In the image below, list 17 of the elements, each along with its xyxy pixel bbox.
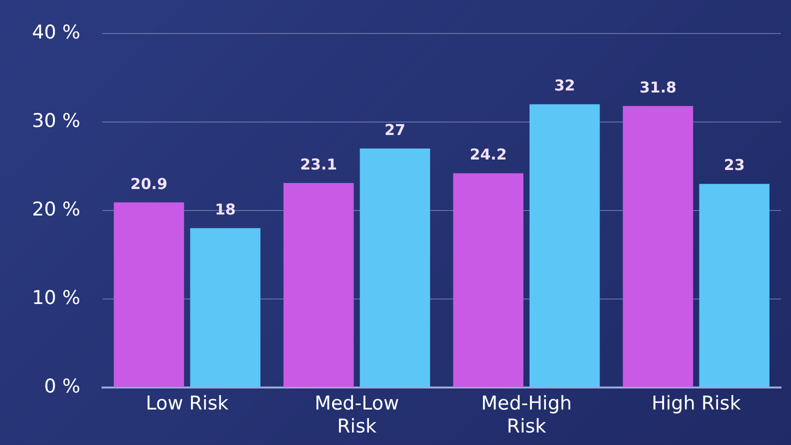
- x-tick-label: Low Risk: [146, 392, 229, 415]
- data-label: 18: [214, 200, 236, 218]
- x-tick-label: Med-High Risk: [481, 392, 572, 438]
- x-tick-label: High Risk: [652, 392, 741, 415]
- data-label: 24.2: [470, 146, 507, 164]
- data-label: 20.9: [130, 174, 168, 193]
- data-label: 27: [384, 120, 406, 139]
- data-label: 23: [724, 156, 745, 174]
- data-label: 31.8: [639, 78, 676, 96]
- y-tick-label: 10 %: [32, 286, 80, 309]
- y-tick-label: 40 %: [32, 21, 80, 44]
- y-tick-label: 30 %: [32, 110, 80, 132]
- y-tick-label: 0 %: [44, 375, 80, 398]
- data-label: 32: [554, 76, 576, 95]
- data-label: 23.1: [300, 155, 338, 174]
- y-tick-label: 20 %: [32, 198, 80, 220]
- x-tick-label: Med-Low Risk: [314, 392, 400, 438]
